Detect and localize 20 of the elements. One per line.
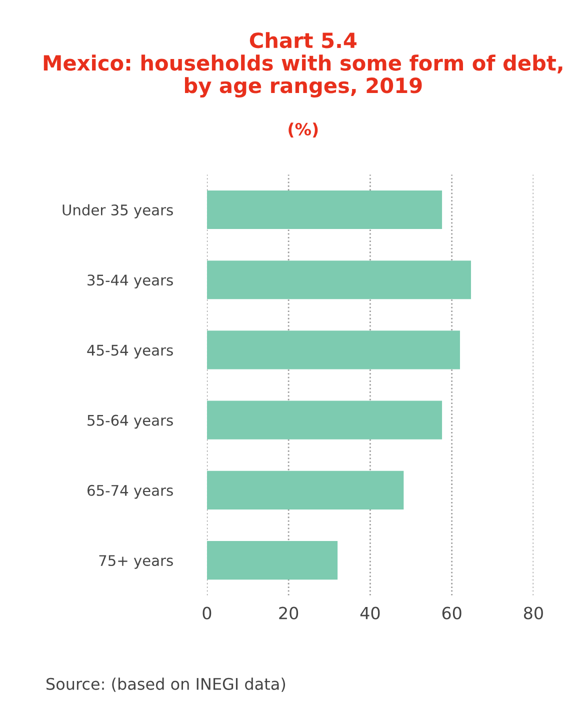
x-tick-label: 20 xyxy=(279,606,298,620)
y-tick-label: 55-64 years xyxy=(88,414,173,429)
bar xyxy=(206,330,460,370)
y-tick-label: 75+ years xyxy=(99,555,173,569)
source-note: Source: (based on INEGI data) xyxy=(46,678,286,692)
y-tick-label: Under 35 years xyxy=(62,204,173,218)
y-tick-label: 65-74 years xyxy=(88,484,173,499)
bar xyxy=(206,190,442,230)
bar xyxy=(206,541,338,580)
x-tick-label: 40 xyxy=(360,606,380,620)
bar xyxy=(206,260,472,300)
chart-title: Chart 5.4 Mexico: households with some form of debt, by age ranges, 2019 xyxy=(44,32,562,98)
bar xyxy=(206,400,442,440)
y-tick-label: 45-54 years xyxy=(87,344,173,359)
chart-subtitle: (%) xyxy=(288,122,318,138)
y-tick-label: 35-44 years xyxy=(88,274,173,288)
x-tick-label: 60 xyxy=(442,606,462,620)
x-tick-label: 80 xyxy=(524,606,543,620)
x-tick-label: 0 xyxy=(202,606,212,620)
bar xyxy=(206,470,404,510)
